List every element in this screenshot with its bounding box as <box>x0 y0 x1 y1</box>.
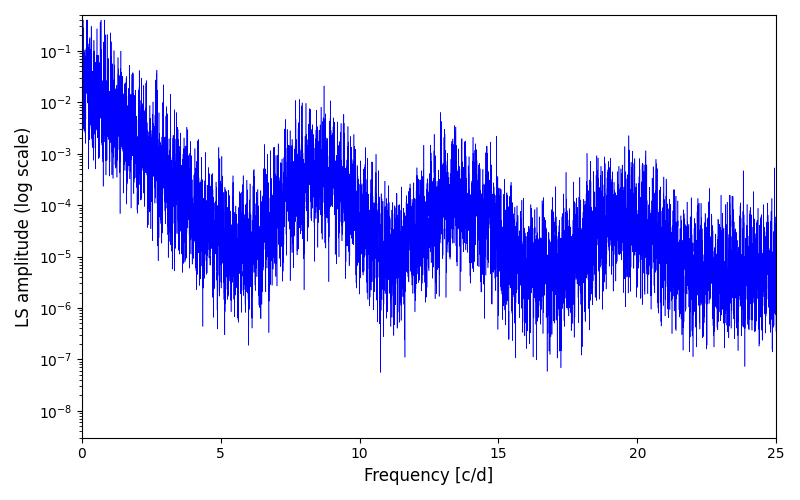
X-axis label: Frequency [c/d]: Frequency [c/d] <box>364 467 494 485</box>
Y-axis label: LS amplitude (log scale): LS amplitude (log scale) <box>15 126 33 326</box>
